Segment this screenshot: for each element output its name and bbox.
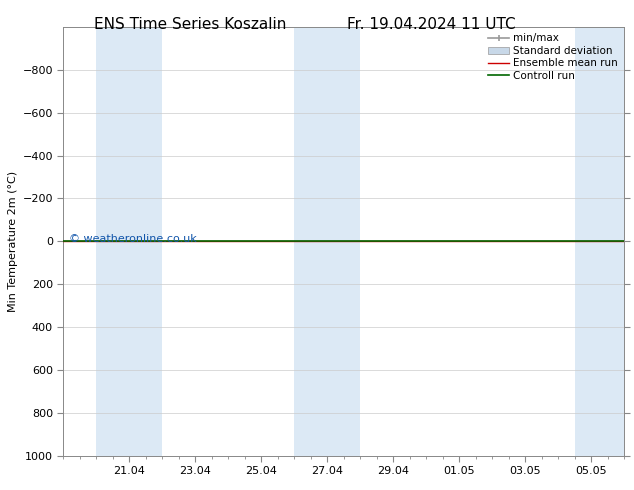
Text: © weatheronline.co.uk: © weatheronline.co.uk (69, 234, 197, 244)
Text: Fr. 19.04.2024 11 UTC: Fr. 19.04.2024 11 UTC (347, 17, 515, 32)
Text: ENS Time Series Koszalin: ENS Time Series Koszalin (94, 17, 287, 32)
Bar (575, 27, 624, 456)
Y-axis label: Min Temperature 2m (°C): Min Temperature 2m (°C) (8, 171, 18, 312)
Bar (294, 27, 361, 456)
Bar (96, 27, 162, 456)
Legend: min/max, Standard deviation, Ensemble mean run, Controll run: min/max, Standard deviation, Ensemble me… (486, 30, 621, 84)
